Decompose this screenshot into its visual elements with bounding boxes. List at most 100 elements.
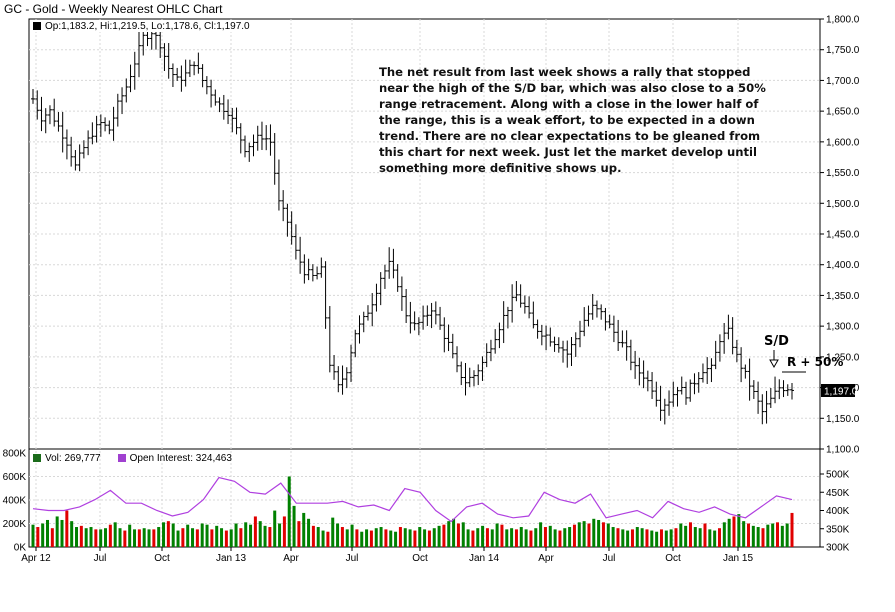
volume-bar bbox=[394, 531, 398, 547]
volume-bar bbox=[640, 528, 644, 547]
date-tick-label: Apr 12 bbox=[21, 553, 51, 564]
ohlc-legend: Op:1,183.2, Hi:1,219.5, Lo:1,178.6, Cl:1… bbox=[30, 20, 250, 32]
volume-bar bbox=[563, 528, 567, 547]
volume-bar bbox=[669, 529, 673, 547]
volume-bar bbox=[195, 529, 199, 547]
volume-bar bbox=[89, 527, 93, 547]
volume-bar bbox=[577, 522, 581, 547]
volume-bar bbox=[84, 528, 88, 547]
volume-bar bbox=[215, 525, 219, 547]
price-tick-label: 1,750.0 bbox=[826, 45, 860, 56]
volume-bar bbox=[481, 525, 485, 547]
volume-tick-label: 200K bbox=[3, 519, 27, 530]
r50-label: R + 50% bbox=[787, 355, 843, 369]
price-tick-label: 1,100.0 bbox=[826, 445, 860, 456]
volume-bar bbox=[171, 523, 175, 547]
volume-bar bbox=[224, 530, 228, 547]
volume-bar bbox=[50, 528, 54, 547]
volume-bar bbox=[46, 519, 50, 547]
ohlc-legend-text: Op:1,183.2, Hi:1,219.5, Lo:1,178.6, Cl:1… bbox=[45, 20, 250, 32]
price-tick-label: 1,350.0 bbox=[826, 291, 860, 302]
volume-bar bbox=[340, 527, 344, 547]
volume-bar bbox=[229, 529, 233, 547]
volume-bar bbox=[287, 476, 291, 547]
volume-bar bbox=[582, 521, 586, 547]
volume-bar bbox=[268, 527, 272, 547]
volume-bar bbox=[94, 529, 98, 547]
volume-bar bbox=[621, 529, 625, 547]
open-interest-line bbox=[32, 476, 793, 523]
chart-title: GC - Gold - Weekly Nearest OHLC Chart bbox=[4, 2, 223, 16]
oi-tick-label: 300K bbox=[826, 543, 850, 554]
volume-bar bbox=[292, 505, 296, 547]
volume-bar bbox=[529, 530, 533, 547]
volume-bar bbox=[442, 524, 446, 547]
volume-bar bbox=[432, 528, 436, 547]
last-price-label: 1,197.0 bbox=[824, 387, 858, 398]
volume-bar bbox=[379, 527, 383, 547]
volume-bar bbox=[147, 529, 151, 547]
volume-bar bbox=[123, 530, 127, 547]
volume-bar bbox=[418, 527, 422, 547]
volume-legend-text: Vol: 269,777 bbox=[45, 452, 101, 464]
volume-bar bbox=[365, 529, 369, 547]
volume-bar bbox=[166, 521, 170, 547]
volume-bar bbox=[369, 530, 373, 547]
volume-tick-label: 0K bbox=[14, 543, 27, 554]
volume-bar bbox=[137, 529, 141, 547]
volume-bar bbox=[311, 525, 315, 547]
volume-bar bbox=[389, 530, 393, 547]
volume-bar bbox=[374, 528, 378, 547]
volume-bar bbox=[771, 523, 775, 547]
volume-bar bbox=[688, 522, 692, 547]
volume-bar bbox=[282, 516, 286, 547]
volume-bar bbox=[601, 522, 605, 547]
oi-tick-label: 450K bbox=[826, 488, 850, 499]
volume-bar bbox=[606, 523, 610, 547]
volume-bar bbox=[708, 529, 712, 547]
volume-bar bbox=[616, 528, 620, 547]
volume-bar bbox=[611, 527, 615, 547]
volume-bar bbox=[152, 529, 156, 547]
oi-legend-item: Open Interest: 324,463 bbox=[115, 453, 232, 464]
volume-bar bbox=[785, 523, 789, 547]
volume-bar bbox=[205, 524, 209, 547]
volume-bar bbox=[176, 530, 180, 547]
volume-bar bbox=[674, 528, 678, 547]
volume-bar bbox=[423, 529, 427, 547]
volume-bar bbox=[679, 523, 683, 547]
volume-bar bbox=[278, 523, 282, 547]
volume-bar bbox=[713, 530, 717, 547]
price-tick-label: 1,400.0 bbox=[826, 260, 860, 271]
volume-bar bbox=[490, 529, 494, 547]
volume-bar bbox=[587, 523, 591, 547]
date-tick-label: Jan 14 bbox=[469, 553, 499, 564]
volume-bar bbox=[263, 525, 267, 547]
volume-bar bbox=[307, 518, 311, 547]
volume-bar bbox=[447, 521, 451, 547]
last-price-box bbox=[821, 384, 855, 397]
volume-bar bbox=[200, 523, 204, 547]
ohlc-legend-square-icon bbox=[33, 22, 41, 30]
sd-label: S/D bbox=[764, 334, 789, 349]
volume-bar bbox=[403, 528, 407, 547]
volume-bar bbox=[41, 523, 45, 547]
volume-bar bbox=[220, 528, 224, 547]
volume-bar bbox=[514, 529, 518, 547]
volume-bar bbox=[253, 516, 257, 547]
volume-bar bbox=[659, 529, 663, 547]
volume-bar bbox=[635, 527, 639, 547]
volume-bar bbox=[398, 527, 402, 547]
volume-bar bbox=[437, 525, 441, 547]
volume-bar bbox=[75, 527, 79, 547]
volume-bar bbox=[539, 522, 543, 547]
volume-bar bbox=[326, 531, 330, 547]
volume-bar bbox=[244, 522, 248, 547]
volume-bar bbox=[727, 518, 731, 547]
volume-bar bbox=[316, 527, 320, 547]
volume-bar bbox=[297, 521, 301, 547]
volume-bar bbox=[345, 529, 349, 547]
volume-bar bbox=[737, 514, 741, 547]
volume-bar bbox=[113, 522, 117, 547]
